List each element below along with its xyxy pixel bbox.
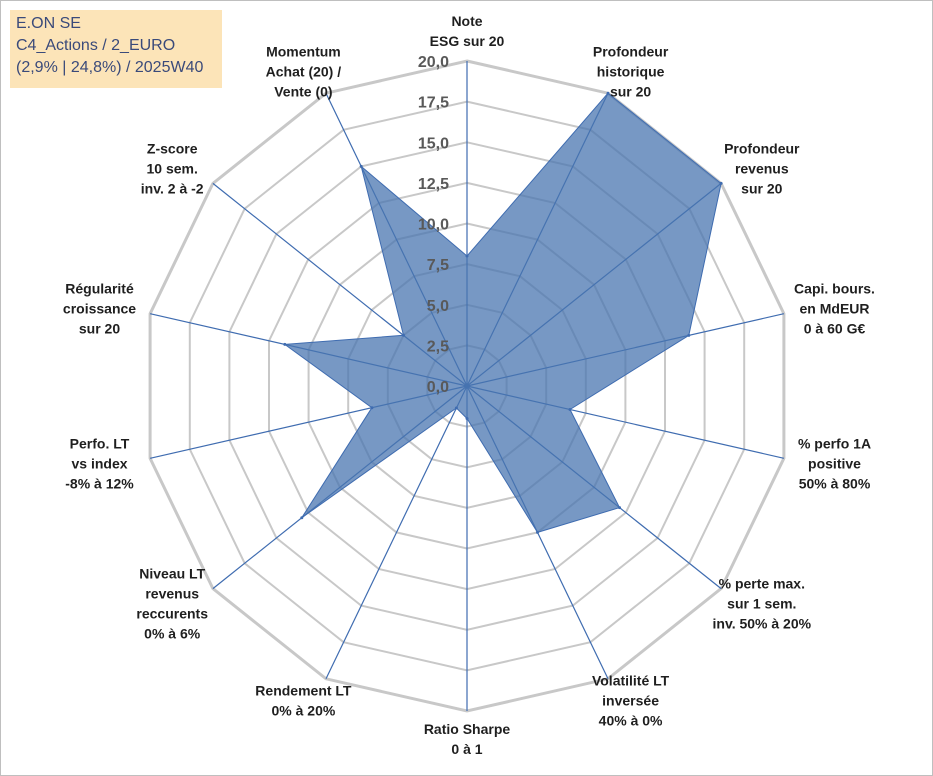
axis-label-line: reccurents xyxy=(136,606,208,622)
tick-label: 17,5 xyxy=(418,95,449,112)
axis-label-line: 0 à 1 xyxy=(451,741,482,757)
axis-label-1: Profondeur historique sur 20 xyxy=(593,44,669,100)
axis-label-line: Niveau LT xyxy=(139,566,205,582)
axis-label-line: croissance xyxy=(63,300,136,316)
axis-label-line: positive xyxy=(808,456,861,472)
tick-label: 12,5 xyxy=(418,176,449,193)
axis-label-line: Perfo. LT xyxy=(70,436,130,452)
info-box: E.ON SE C4_Actions / 2_EURO (2,9% | 24,8… xyxy=(10,10,222,88)
axis-label-line: inv. 50% à 20% xyxy=(713,616,812,632)
axis-label-line: % perte max. xyxy=(719,576,805,592)
axis-label-4: % perfo 1A positive 50% à 80% xyxy=(798,436,871,492)
radar-axis-labels: Note ESG sur 20 Profondeur historique sur 20… xyxy=(63,13,875,757)
axis-label-line: Vente (0) xyxy=(274,84,332,100)
axis-label-8: Rendement LT 0% à 20% xyxy=(255,682,352,718)
tick-label: 20,0 xyxy=(418,54,449,71)
axis-label-11: Régularité croissance sur 20 xyxy=(63,280,136,336)
axis-label-line: Volatilité LT xyxy=(592,672,670,688)
axis-label-line: sur 20 xyxy=(741,180,782,196)
axis-label-line: Ratio Sharpe xyxy=(424,721,511,737)
axis-label-line: Achat (20) / xyxy=(266,64,342,80)
axis-label-line: Note xyxy=(451,13,482,29)
data-point-1 xyxy=(606,91,610,95)
axis-label-line: Rendement LT xyxy=(255,682,352,698)
data-point-4 xyxy=(568,408,572,411)
stats-line: (2,9% | 24,8%) / 2025W40 xyxy=(16,59,204,76)
data-point-6 xyxy=(536,530,539,534)
radar-tick-labels: 0,0 2,5 5,0 7,5 10,0 12,5 15,0 17,5 20,0 xyxy=(418,54,449,396)
axis-label-line: ESG sur 20 xyxy=(430,33,505,49)
axis-label-line: Régularité xyxy=(65,280,134,296)
tick-label: 10,0 xyxy=(418,217,449,234)
data-point-7 xyxy=(465,417,469,420)
axis-label-line: 0% à 6% xyxy=(144,626,201,642)
axis-label-line: 40% à 0% xyxy=(599,712,663,728)
axis-label-line: 0% à 20% xyxy=(271,702,335,718)
company-name: E.ON SE xyxy=(16,15,81,32)
axis-label-line: Momentum xyxy=(266,44,341,60)
data-area xyxy=(283,92,722,533)
axis-label-line: inversée xyxy=(602,692,659,708)
axis-label-line: Profondeur xyxy=(724,140,800,156)
axis-label-line: Z-score xyxy=(147,140,198,156)
data-point-0 xyxy=(465,254,469,258)
axis-label-line: inv. 2 à -2 xyxy=(141,180,204,196)
axis-label-10: Perfo. LT vs index -8% à 12% xyxy=(65,436,134,492)
axis-label-line: 10 sem. xyxy=(147,160,198,176)
data-point-5 xyxy=(618,506,621,510)
data-point-10 xyxy=(370,406,374,410)
spoke-8 xyxy=(325,385,468,680)
tick-label: 5,0 xyxy=(427,298,449,315)
tick-label: 7,5 xyxy=(427,257,449,274)
axis-label-12: Z-score 10 sem. inv. 2 à -2 xyxy=(141,140,204,196)
axis-label-6: Volatilité LT inversée 40% à 0% xyxy=(592,672,670,728)
data-point-3 xyxy=(687,333,691,337)
axis-label-9: Niveau LT revenus reccurents 0% à 6% xyxy=(136,566,208,642)
axis-label-line: Capi. bours. xyxy=(794,280,875,296)
axis-label-line: revenus xyxy=(145,586,199,602)
data-point-9 xyxy=(300,516,304,520)
data-point-2 xyxy=(719,181,723,185)
axis-label-2: Profondeur revenus sur 20 xyxy=(724,140,800,196)
axis-label-line: -8% à 12% xyxy=(65,476,134,492)
data-point-13 xyxy=(359,164,363,168)
tick-label: 15,0 xyxy=(418,135,449,152)
axis-label-line: % perfo 1A xyxy=(798,436,871,452)
axis-label-line: sur 20 xyxy=(79,320,120,336)
radar-series xyxy=(283,91,723,534)
axis-label-5: % perte max. sur 1 sem. inv. 50% à 20% xyxy=(713,576,812,632)
tick-label: 0,0 xyxy=(427,379,449,396)
axis-label-line: en MdEUR xyxy=(800,300,870,316)
axis-label-line: 50% à 80% xyxy=(799,476,871,492)
data-point-11 xyxy=(283,342,287,346)
axis-label-line: revenus xyxy=(735,160,789,176)
axis-label-line: 0 à 60 G€ xyxy=(804,320,866,336)
tick-label: 2,5 xyxy=(427,338,449,355)
axis-label-line: historique xyxy=(597,64,665,80)
axis-label-line: sur 20 xyxy=(610,84,651,100)
axis-label-13: Momentum Achat (20) / Vente (0) xyxy=(266,44,342,100)
category-line: C4_Actions / 2_EURO xyxy=(16,37,176,54)
axis-label-line: sur 1 sem. xyxy=(727,596,796,612)
axis-label-line: vs index xyxy=(71,456,127,472)
axis-label-7: Ratio Sharpe 0 à 1 xyxy=(424,721,511,757)
axis-label-line: Profondeur xyxy=(593,44,669,60)
axis-label-0: Note ESG sur 20 xyxy=(430,13,505,49)
axis-label-3: Capi. bours. en MdEUR 0 à 60 G€ xyxy=(794,280,875,336)
data-point-8 xyxy=(454,406,458,410)
data-point-12 xyxy=(402,333,405,337)
